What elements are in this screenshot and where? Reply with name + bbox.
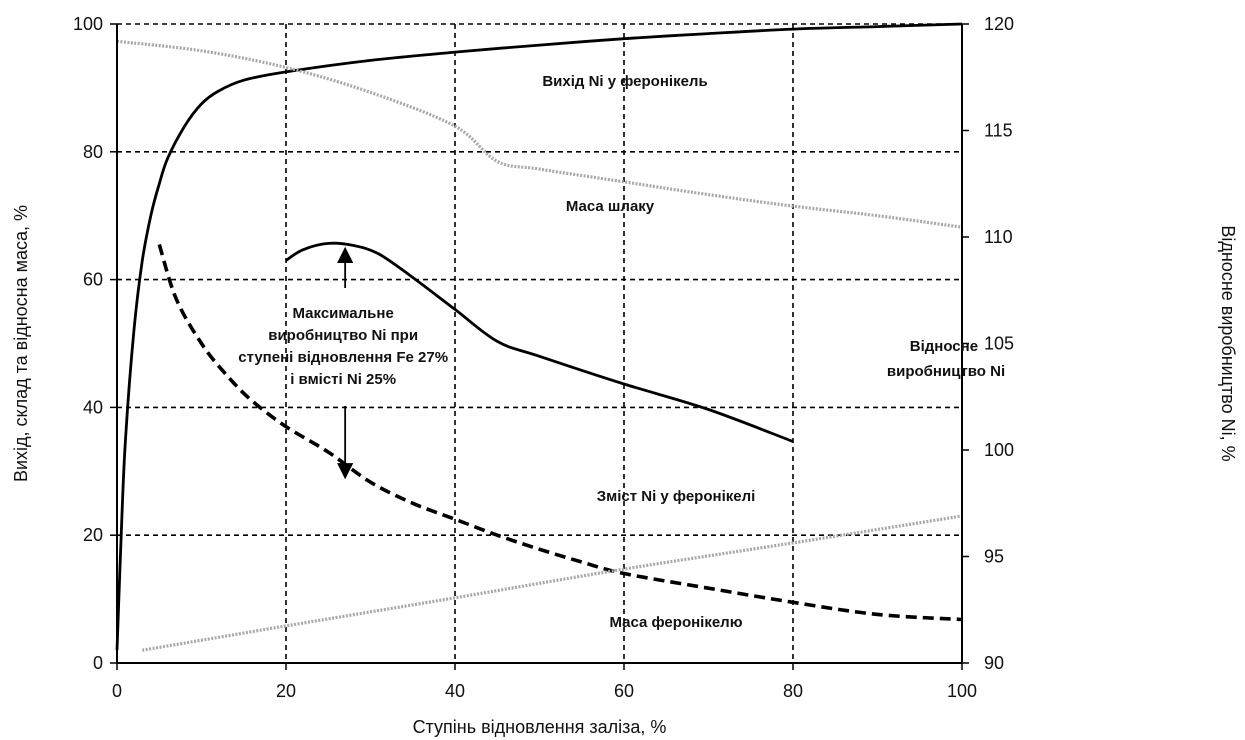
- annotation-line: і вмісті Ni 25%: [290, 371, 396, 388]
- grid: [117, 23, 963, 663]
- x-tick-label: 60: [614, 681, 634, 701]
- y2-tick-label: 120: [984, 14, 1014, 34]
- series-label-yield: Вихід Ni у феронікель: [542, 73, 707, 90]
- series-label-production-line-1: Відносне: [910, 338, 978, 355]
- y2-tick-label: 115: [984, 121, 1013, 141]
- x-tick-label: 20: [276, 681, 296, 701]
- series-label-production: Відносне виробництво Ni: [887, 338, 1005, 380]
- x-tick-label: 100: [947, 681, 977, 701]
- annotation-group: Максимальне виробництво Ni при ступені від…: [238, 246, 448, 480]
- series-slag-line: [116, 39, 963, 229]
- y2-tick-label: 100: [984, 440, 1014, 460]
- series-label-production-line-2: виробництво Ni: [887, 363, 1005, 380]
- annotation-line: ступені відновлення Fe 27%: [238, 349, 448, 366]
- series-label-ferronickel: Маса феронікелю: [609, 614, 742, 631]
- annotation-line: Максимальне: [293, 305, 394, 322]
- y-tick-label: 0: [93, 653, 103, 673]
- y2-tick-label: 105: [984, 334, 1014, 354]
- y2-tick-label: 110: [984, 227, 1013, 247]
- series-label-content: Зміст Ni у феронікелі: [597, 488, 756, 505]
- series-label-slag: Маса шлаку: [566, 198, 655, 215]
- annotation-line: виробництво Ni при: [268, 327, 418, 344]
- x-tick-label: 80: [783, 681, 803, 701]
- y2-tick-label: 95: [984, 547, 1004, 567]
- series-content-line: [157, 243, 963, 622]
- y2-tick-label: 90: [984, 653, 1004, 673]
- axes: 0 20 40 60 80 100 0 20 40 60 80 100 90 95 100 105 110 115…: [73, 14, 1014, 701]
- annotation-text: Максимальне виробництво Ni при ступені від…: [238, 305, 448, 388]
- series-production-line: [285, 241, 794, 443]
- x-tick-label: 0: [112, 681, 122, 701]
- y-tick-label: 40: [83, 397, 103, 417]
- y-axis-title: Вихід, склад та відносна маса, %: [11, 205, 31, 482]
- y-tick-label: 20: [83, 525, 103, 545]
- y-tick-label: 80: [83, 142, 103, 162]
- x-tick-label: 40: [445, 681, 465, 701]
- series-group: [115, 22, 963, 652]
- y-tick-label: 60: [83, 270, 103, 290]
- x-axis-title: Ступінь відновлення заліза, %: [413, 717, 667, 737]
- y-tick-label: 100: [73, 14, 103, 34]
- y2-axis-title: Відносне виробництво Ni, %: [1218, 225, 1238, 461]
- series-yield-line: [115, 22, 963, 651]
- series-ferronickel-line: [142, 514, 963, 652]
